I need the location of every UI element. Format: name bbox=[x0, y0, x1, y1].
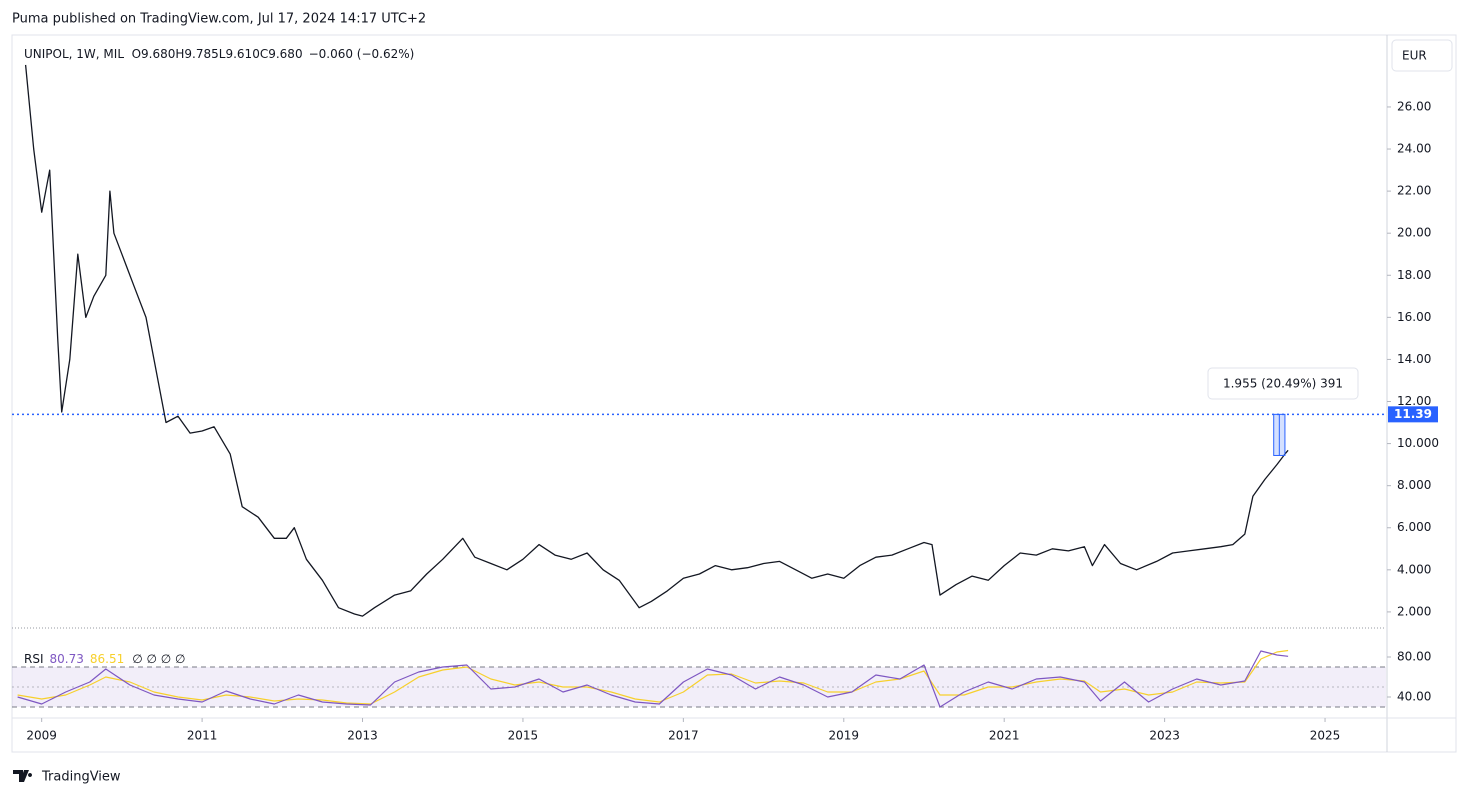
y-tick-label: 12.00 bbox=[1397, 394, 1431, 408]
price-line-label-bg bbox=[1388, 406, 1438, 423]
x-tick-label: 2011 bbox=[187, 729, 218, 743]
y-tick-label: 20.00 bbox=[1397, 226, 1431, 240]
ohlc-value: 9.680 bbox=[268, 47, 302, 61]
y-tick-label: 6.000 bbox=[1397, 520, 1431, 534]
header: Puma published on TradingView.com, Jul 1… bbox=[12, 12, 426, 27]
ohlc-key: C bbox=[260, 47, 268, 61]
y-tick-label: 24.00 bbox=[1397, 142, 1431, 156]
currency-box[interactable] bbox=[1391, 39, 1453, 72]
x-tick-label: 2021 bbox=[989, 729, 1020, 743]
ohlc-value: 9.610 bbox=[225, 47, 259, 61]
legend: UNIPOL, 1W, MIL O9.680H9.785L9.610C9.680−… bbox=[24, 47, 414, 61]
ohlc-value: 9.785 bbox=[184, 47, 218, 61]
x-tick-label: 2015 bbox=[508, 729, 539, 743]
rsi-series bbox=[17, 650, 1289, 708]
rsi-label: RSI bbox=[24, 652, 44, 666]
y-tick-label: 16.00 bbox=[1397, 310, 1431, 324]
y-tick-label: 2.000 bbox=[1397, 604, 1431, 618]
x-tick-label: 2023 bbox=[1149, 729, 1180, 743]
y-tick-label: 26.00 bbox=[1397, 99, 1431, 113]
rsi-placeholders: ∅ ∅ ∅ ∅ bbox=[132, 652, 185, 666]
rsi-value: 80.73 bbox=[50, 652, 84, 666]
change: −0.060 (−0.62%) bbox=[309, 47, 415, 61]
price-line-label: 11.39 bbox=[1394, 407, 1432, 421]
y-tick-label: 22.00 bbox=[1397, 184, 1431, 198]
ohlc-key: O bbox=[132, 47, 141, 61]
footer: TradingView bbox=[41, 770, 121, 785]
x-tick-label: 2017 bbox=[668, 729, 699, 743]
price-line-series bbox=[24, 64, 1289, 617]
y-tick-label: 40.00 bbox=[1397, 690, 1431, 704]
x-tick-label: 2009 bbox=[26, 729, 57, 743]
y-tick-label: 4.000 bbox=[1397, 562, 1431, 576]
x-tick-label: 2019 bbox=[829, 729, 860, 743]
x-tick-label: 2025 bbox=[1310, 729, 1341, 743]
rsi-value: 86.51 bbox=[90, 652, 124, 666]
symbol: UNIPOL, 1W, MIL bbox=[24, 47, 124, 61]
y-tick-label: 10.000 bbox=[1397, 436, 1439, 450]
y-tick-label: 8.000 bbox=[1397, 478, 1431, 492]
y-tick-label: 80.00 bbox=[1397, 650, 1431, 664]
measure-box bbox=[1207, 367, 1359, 400]
ohlc-key: H bbox=[175, 47, 184, 61]
measure-label: 1.955 (20.49%) 391 bbox=[1223, 377, 1343, 391]
y-tick-label: 18.00 bbox=[1397, 268, 1431, 282]
frame bbox=[11, 34, 1457, 753]
ohlc-value: 9.680 bbox=[141, 47, 175, 61]
currency: EUR bbox=[1402, 49, 1427, 63]
x-tick-label: 2013 bbox=[347, 729, 378, 743]
y-tick-label: 14.00 bbox=[1397, 352, 1431, 366]
ohlc-key: L bbox=[219, 47, 226, 61]
rsi-legend: RSI 80.73 86.51 ∅ ∅ ∅ ∅ bbox=[24, 652, 185, 666]
rsi-series bbox=[17, 649, 1289, 705]
logo bbox=[13, 770, 33, 782]
